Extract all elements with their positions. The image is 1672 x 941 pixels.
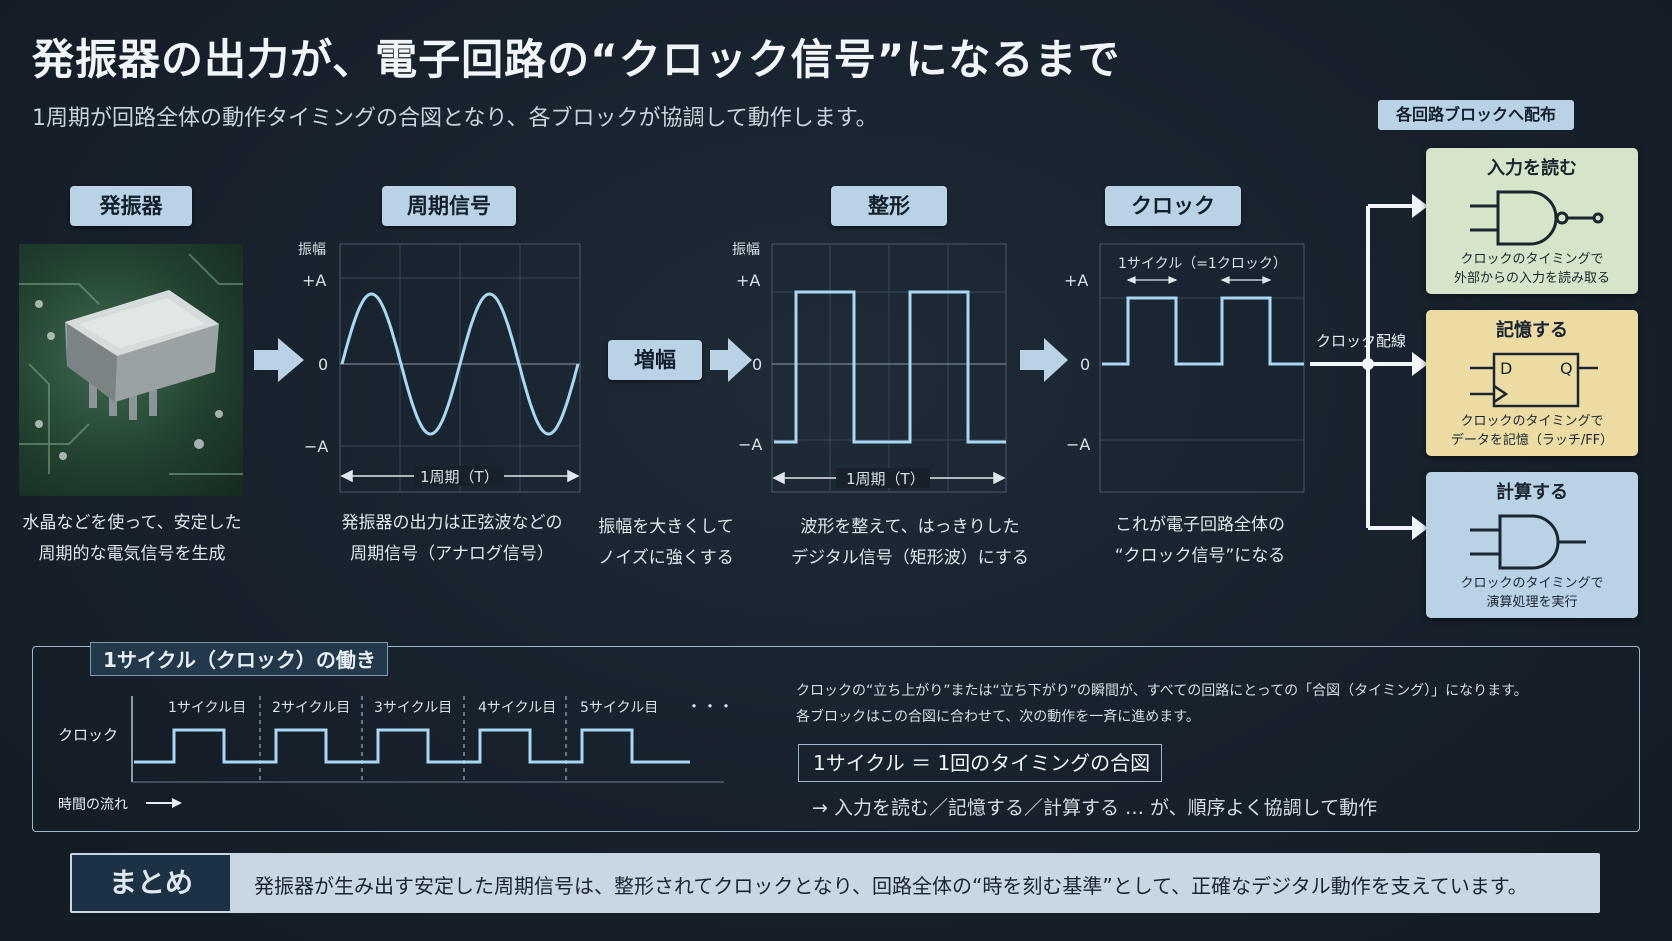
tick-zero: 0 (1080, 355, 1090, 374)
cycle-label-5: 5サイクル目 (580, 700, 658, 716)
cycle-label-3: 3サイクル目 (374, 700, 452, 716)
cycle-timing-diagram: 1サイクル目 2サイクル目 3サイクル目 4サイクル目 5サイクル目 ・・・ (131, 696, 734, 784)
summary-bar (70, 853, 1600, 913)
amplify-caption-1: 振幅を大きくして (598, 517, 734, 537)
clock-wiring-label: クロック配線 (1316, 332, 1407, 350)
q-label: Q (1560, 359, 1573, 378)
periodic-caption-1: 発振器の出力は正弦波などの (341, 513, 563, 533)
block-desc-1: クロックのタイミングで (1460, 576, 1604, 591)
panel-text-2: 各ブロックはこの合図に合わせて、次の動作を一斉に進めます。 (796, 709, 1200, 725)
cycle-label-4: 4サイクル目 (478, 700, 556, 716)
clock-wave-line (1102, 296, 1304, 366)
tick-zero: 0 (752, 355, 762, 374)
tick-zero: 0 (318, 355, 328, 374)
block-title: 入力を読む (1487, 158, 1577, 179)
clock-graph: +A 0 −A 1サイクル（=1クロック） (1064, 243, 1305, 493)
tick-plus-a: +A (302, 271, 326, 290)
clock-row-label: クロック (58, 726, 119, 744)
square-wave-line (774, 290, 1006, 444)
crystal-oscillator-image (19, 244, 243, 496)
square-wave-graph: 振幅 +A 0 −A 1周期（T） (732, 242, 1007, 493)
tick-minus-a: −A (304, 437, 328, 456)
block-read-input: 入力を読む クロックのタイミングで 外部からの入力を読み取る (1426, 148, 1638, 294)
panel-tag: 1サイクル（クロック）の働き (90, 642, 388, 676)
period-label: 1周期（T） (420, 468, 499, 486)
block-desc-2: 演算処理を実行 (1486, 595, 1578, 610)
block-title: 計算する (1496, 482, 1568, 503)
cycle-label: 1サイクル（=1クロック） (1118, 256, 1287, 272)
block-memory: 記憶する D Q クロックのタイミングで データを記憶（ラッチ/FF） (1426, 310, 1638, 456)
panel-text-1: クロックの“立ち上がり”または“立ち下がり”の瞬間が、すべての回路にとっての「合… (796, 683, 1528, 699)
block-title: 記憶する (1496, 320, 1568, 341)
page-subtitle: 1周期が回路全体の動作タイミングの合図となり、各ブロックが協調して動作します。 (32, 106, 878, 131)
page-title: 発振器の出力が、電子回路の“クロック信号”になるまで (32, 35, 1121, 84)
y-axis-label: 振幅 (298, 242, 326, 258)
y-axis-label: 振幅 (732, 242, 760, 258)
cycle-definition-box: 1サイクル ＝ 1回のタイミングの合図 (798, 744, 1162, 782)
tick-minus-a: −A (1066, 435, 1090, 454)
distribution-tag: 各回路ブロックへ配布 (1378, 100, 1574, 130)
amplify-caption-2: ノイズに強くする (598, 548, 734, 568)
clock-caption-1: これが電子回路全体の (1115, 515, 1285, 535)
block-desc-1: クロックのタイミングで (1460, 414, 1604, 429)
nand-gate-icon (1470, 190, 1604, 246)
summary-tag: まとめ (72, 855, 230, 911)
oscillator-caption-1: 水晶などを使って、安定した (22, 513, 242, 533)
arrow-right-icon (710, 338, 752, 382)
arrow-right-icon (254, 338, 304, 382)
label-oscillator: 発振器 (70, 186, 192, 226)
d-label: D (1500, 359, 1512, 378)
cycle-result-text: → 入力を読む／記憶する／計算する … が、順序よく協調して動作 (812, 797, 1378, 819)
label-shaping: 整形 (831, 186, 947, 226)
cycle-ellipsis: ・・・ (686, 697, 734, 716)
block-desc-2: 外部からの入力を読み取る (1453, 271, 1610, 286)
clock-distribution-wiring (1310, 194, 1428, 540)
summary-text: 発振器が生み出す安定した周期信号は、整形されてクロックとなり、回路全体の“時を刻… (254, 874, 1528, 898)
and-gate-icon (1470, 514, 1586, 570)
flip-flop-icon: D Q (1470, 352, 1598, 408)
block-desc-1: クロックのタイミングで (1460, 252, 1604, 267)
tick-plus-a: +A (1064, 271, 1088, 290)
shaping-caption-2: デジタル信号（矩形波）にする (791, 548, 1029, 568)
period-label: 1周期（T） (846, 470, 925, 488)
time-arrow-icon (146, 798, 182, 808)
cycle-explanation-panel (32, 646, 1640, 832)
block-desc-2: データを記憶（ラッチ/FF） (1450, 433, 1614, 448)
cycle-clock-line (134, 728, 690, 764)
block-compute: 計算する クロックのタイミングで 演算処理を実行 (1426, 472, 1638, 618)
tick-minus-a: −A (738, 435, 762, 454)
time-flow-label: 時間の流れ (58, 797, 128, 813)
cycle-label-1: 1サイクル目 (168, 700, 246, 716)
oscillator-caption-2: 周期的な電気信号を生成 (38, 544, 226, 564)
tick-plus-a: +A (736, 271, 760, 290)
label-clock: クロック (1105, 186, 1241, 226)
label-amplify: 増幅 (608, 340, 702, 380)
cycle-label-2: 2サイクル目 (272, 700, 350, 716)
clock-caption-2: “クロック信号”になる (1114, 546, 1286, 566)
sine-wave-line (340, 292, 580, 436)
periodic-caption-2: 周期信号（アナログ信号） (350, 544, 554, 564)
arrow-right-icon (1020, 338, 1068, 382)
sine-wave-graph: 振幅 +A 0 −A 1周期（T） (298, 242, 581, 493)
shaping-caption-1: 波形を整えて、はっきりした (800, 517, 1020, 537)
label-periodic-signal: 周期信号 (382, 186, 516, 226)
